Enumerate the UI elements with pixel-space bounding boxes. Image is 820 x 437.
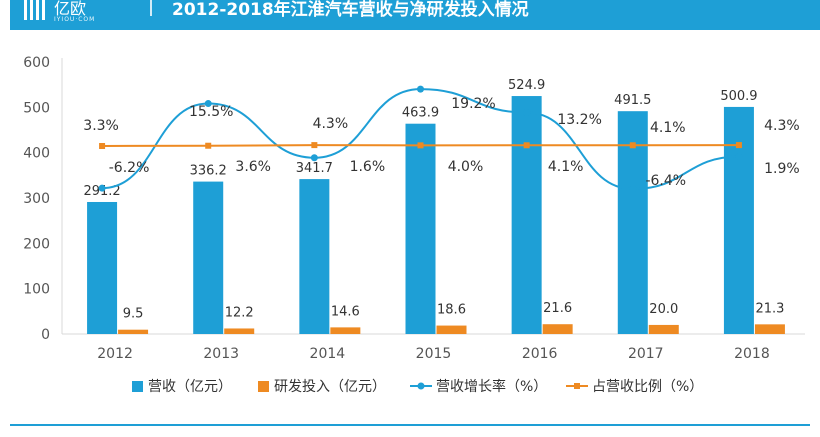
growth-label: 1.9% bbox=[764, 161, 800, 177]
revenue-bar bbox=[617, 111, 648, 334]
growth-label: -6.2% bbox=[109, 160, 150, 176]
revenue-bar-label: 500.9 bbox=[720, 89, 757, 104]
ratio-label: 4.0% bbox=[448, 159, 484, 175]
ratio-point bbox=[735, 142, 742, 149]
x-tick-label: 2018 bbox=[734, 346, 770, 362]
growth-point bbox=[417, 85, 424, 93]
ratio-point bbox=[205, 142, 212, 149]
revenue-bar-label: 341.7 bbox=[296, 161, 333, 176]
ratio-point bbox=[417, 142, 424, 149]
ratio-label: 3.3% bbox=[83, 118, 119, 134]
revenue-bar-label: 524.9 bbox=[508, 78, 545, 93]
page-title: 2012-2018年江淮汽车营收与净研发投入情况 bbox=[172, 0, 529, 20]
x-tick-label: 2012 bbox=[97, 346, 133, 362]
revenue-bar bbox=[511, 96, 542, 334]
growth-point bbox=[204, 100, 212, 108]
legend-rd-label: 研发投入（亿元） bbox=[274, 379, 386, 395]
x-tick-label: 2017 bbox=[628, 346, 664, 362]
y-tick-label: 600 bbox=[23, 55, 50, 71]
growth-point bbox=[523, 109, 531, 117]
growth-label: 15.5% bbox=[189, 104, 233, 120]
rd-bar bbox=[648, 324, 679, 334]
rd-bar-label: 9.5 bbox=[123, 307, 144, 322]
legend-revenue-label: 营收（亿元） bbox=[148, 379, 232, 395]
rd-bar-label: 21.6 bbox=[543, 301, 572, 316]
ratio-label: 4.3% bbox=[764, 118, 800, 134]
rd-bar bbox=[436, 325, 467, 334]
revenue-bar bbox=[405, 123, 436, 334]
growth-point bbox=[629, 185, 637, 193]
growth-label: 19.2% bbox=[451, 96, 495, 112]
rd-bar bbox=[754, 324, 785, 334]
logo-subtext: IYIOU·COM bbox=[54, 16, 96, 23]
ratio-point bbox=[311, 142, 318, 149]
logo: 亿欧 IYIOU·COM bbox=[22, 0, 142, 30]
y-tick-label: 200 bbox=[23, 236, 50, 252]
legend-ratio-marker bbox=[574, 383, 580, 389]
revenue-bar bbox=[87, 201, 118, 334]
bottom-divider bbox=[10, 424, 810, 426]
revenue-bar-label: 491.5 bbox=[614, 93, 651, 108]
growth-point bbox=[310, 154, 318, 162]
ratio-label: 4.3% bbox=[313, 116, 349, 132]
growth-point bbox=[98, 184, 106, 192]
rd-bar bbox=[224, 328, 255, 334]
legend-revenue-swatch bbox=[132, 381, 143, 392]
logo-text: 亿欧 bbox=[54, 0, 87, 18]
ratio-point bbox=[99, 143, 106, 149]
y-tick-label: 300 bbox=[23, 191, 50, 207]
rd-bar-label: 18.6 bbox=[437, 303, 466, 318]
x-tick-label: 2014 bbox=[310, 346, 346, 362]
header-divider bbox=[150, 0, 152, 16]
ratio-label: 4.1% bbox=[650, 120, 686, 136]
growth-label: 1.6% bbox=[350, 159, 386, 175]
revenue-bar bbox=[723, 106, 754, 335]
rd-bar bbox=[542, 324, 573, 334]
x-tick-label: 2016 bbox=[522, 346, 558, 362]
growth-point bbox=[735, 153, 743, 161]
x-tick-label: 2015 bbox=[416, 346, 452, 362]
legend-rd-swatch bbox=[258, 381, 269, 392]
ratio-label: 3.6% bbox=[235, 159, 271, 175]
ratio-point bbox=[629, 142, 636, 149]
y-tick-label: 100 bbox=[23, 282, 50, 298]
ratio-point bbox=[523, 142, 530, 149]
legend-ratio-label: 占营收比例（%） bbox=[592, 379, 703, 395]
y-tick-label: 400 bbox=[23, 146, 50, 162]
header-bar: 亿欧 IYIOU·COM 2012-2018年江淮汽车营收与净研发投入情况 bbox=[10, 0, 820, 30]
rd-bar-label: 20.0 bbox=[649, 302, 678, 317]
y-tick-label: 0 bbox=[41, 327, 50, 343]
revenue-bar bbox=[299, 179, 330, 334]
rd-bar-label: 21.3 bbox=[755, 301, 784, 316]
y-tick-label: 500 bbox=[23, 100, 50, 116]
revenue-bar bbox=[193, 181, 224, 334]
ratio-label: 4.1% bbox=[548, 159, 584, 175]
growth-label: 13.2% bbox=[557, 112, 601, 128]
rd-bar-label: 12.2 bbox=[225, 305, 254, 320]
rd-bar-label: 14.6 bbox=[331, 304, 360, 319]
legend-growth-marker bbox=[417, 382, 425, 390]
legend-growth-label: 营收增长率（%） bbox=[436, 378, 547, 395]
rd-bar bbox=[330, 327, 361, 334]
x-tick-label: 2013 bbox=[203, 346, 239, 362]
revenue-bar-label: 463.9 bbox=[402, 106, 439, 121]
growth-label: -6.4% bbox=[645, 173, 686, 189]
revenue-bar-label: 336.2 bbox=[190, 164, 227, 179]
logo-icon bbox=[24, 0, 45, 20]
rd-bar bbox=[118, 329, 149, 334]
